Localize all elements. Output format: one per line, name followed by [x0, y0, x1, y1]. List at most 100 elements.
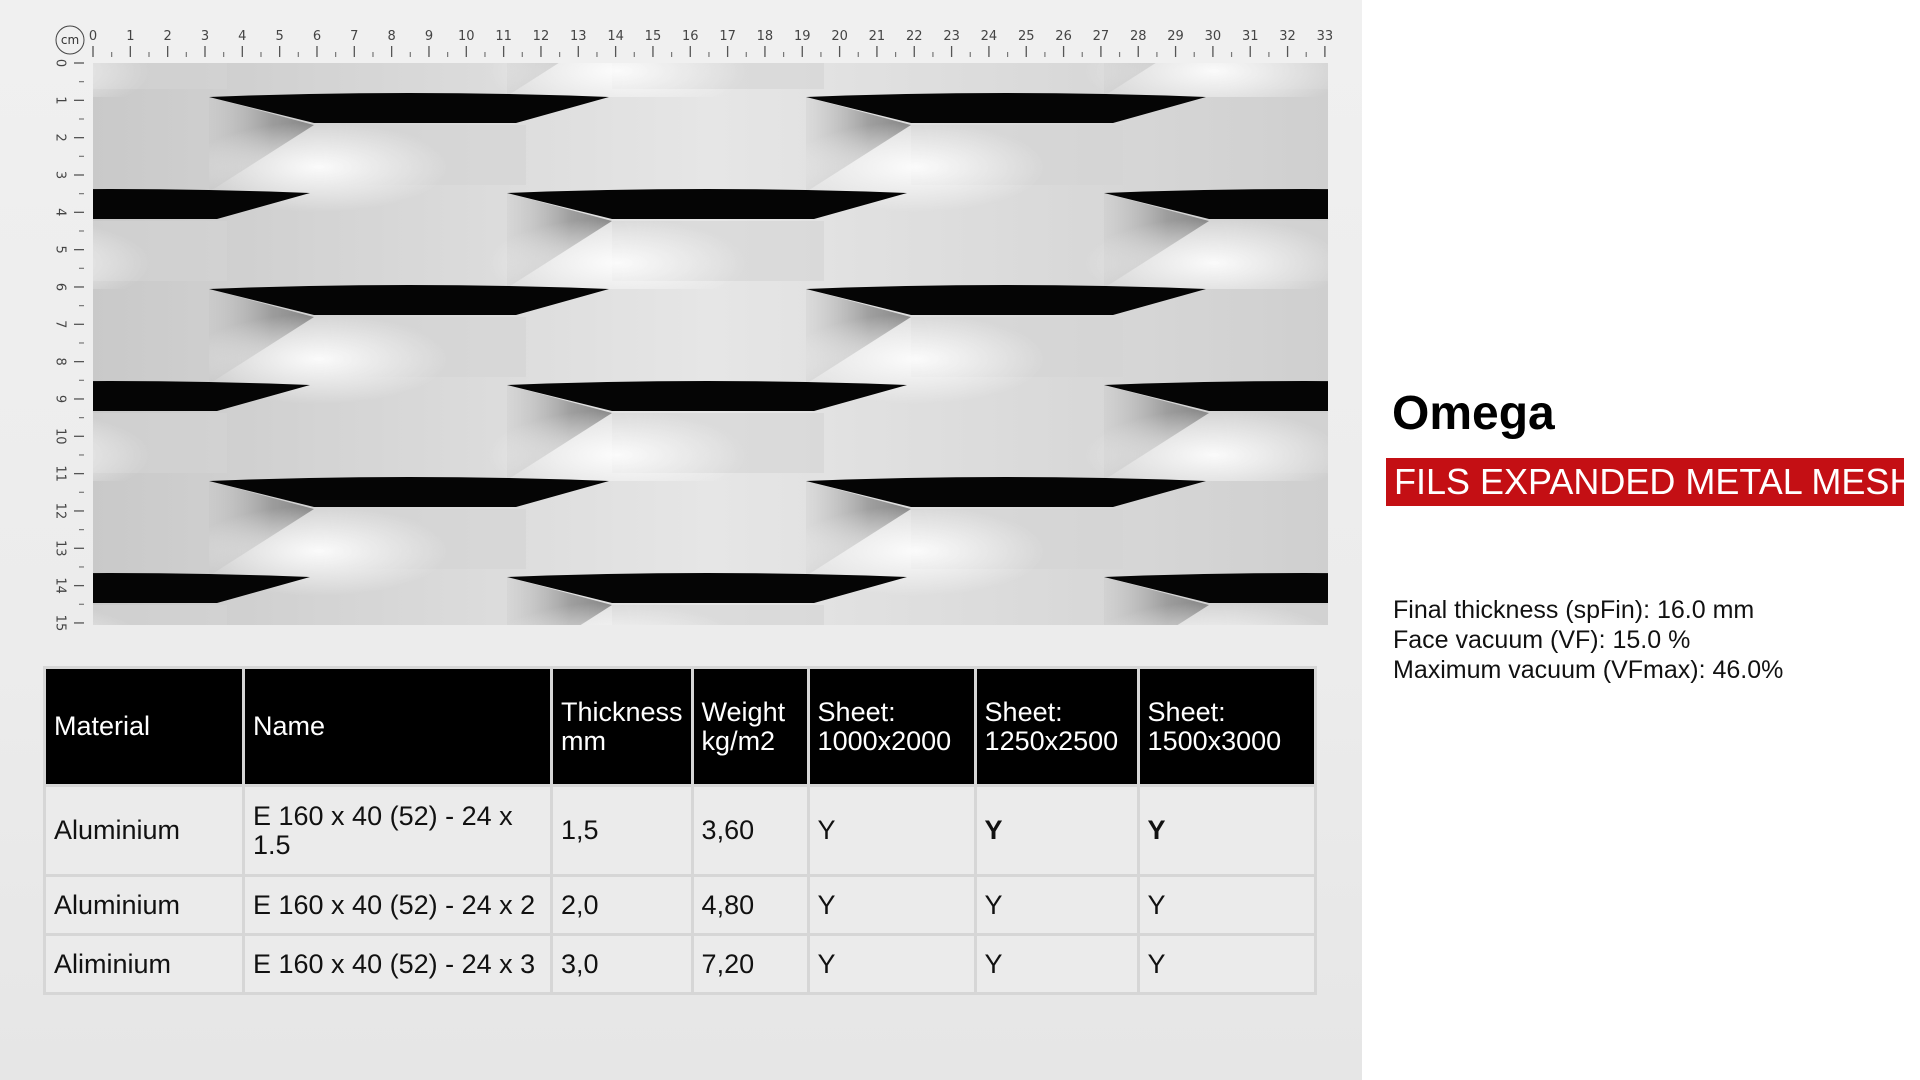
column-header-line: Sheet:	[984, 696, 1063, 727]
ruler-h-label: 25	[1018, 29, 1035, 44]
ruler-h-label: 23	[943, 29, 960, 44]
ruler-h-label: 26	[1055, 29, 1072, 44]
ruler-unit-badge	[55, 25, 85, 55]
table-header-row: Material Name Thickness mm Weight kg/m2 Sheet:…	[43, 666, 1317, 787]
spec-final-thickness: Final thickness (spFin): 16.0 mm	[1393, 596, 1755, 624]
ruler-h-label: 13	[570, 29, 587, 44]
ruler-h-label: 16	[682, 29, 699, 44]
ruler-h-label: 21	[869, 29, 886, 44]
cell-s1: Y	[806, 874, 977, 936]
table-row: Aliminium E 160 x 40 (52) - 24 x 3 3,0 7,20…	[43, 933, 1317, 995]
ruler-h-label: 11	[495, 29, 512, 44]
ruler-v-label: 10	[53, 428, 68, 445]
spec-maximum-vacuum: Maximum vacuum (VFmax): 46.0%	[1393, 656, 1784, 684]
cell-s1: Y	[806, 784, 977, 877]
ruler-h-label: 4	[238, 29, 246, 44]
product-category-badge: FILS EXPANDED METAL MESH	[1386, 458, 1915, 506]
column-header: Thickness mm	[550, 666, 694, 787]
column-header-line: Sheet:	[1147, 696, 1226, 727]
ruler-h-label: 28	[1130, 29, 1147, 44]
ruler-h-label: 12	[533, 29, 550, 44]
ruler-h-label: 10	[458, 29, 475, 44]
ruler-v-label: 11	[53, 465, 68, 482]
table-row: Aluminium E 160 x 40 (52) - 24 x 2 2,0 4,80…	[43, 874, 1317, 936]
spec-face-vacuum: Face vacuum (VF): 15.0 %	[1393, 626, 1691, 654]
cell-name: E 160 x 40 (52) - 24 x 3	[242, 933, 553, 995]
ruler-v-label: 3	[53, 171, 68, 179]
ruler-h-label: 24	[981, 29, 998, 44]
cell-s1: Y	[806, 933, 977, 995]
column-header: Name	[242, 666, 553, 787]
column-header-line: Weight	[701, 696, 786, 727]
product-table: Material Name Thickness mm Weight kg/m2 Sheet:…	[43, 666, 1317, 995]
ruler-v-label: 0	[53, 59, 68, 67]
ruler-h-label: 33	[1317, 29, 1334, 44]
column-header-line: 1000x2000	[817, 725, 952, 756]
column-header: Sheet: 1000x2000	[806, 666, 977, 787]
column-header-line: Thickness	[561, 696, 683, 727]
cell-s3: Y	[1136, 874, 1317, 936]
ruler-v-label: 1	[53, 96, 68, 104]
ruler-h-label: 19	[794, 29, 811, 44]
ruler-unit: cm	[61, 33, 79, 47]
cell-s2: Y	[973, 784, 1140, 877]
ruler-v-label: 9	[53, 395, 68, 403]
ruler-v-label: 8	[53, 357, 68, 365]
ruler-v-label: 5	[53, 246, 68, 254]
ruler-h-label: 15	[645, 29, 662, 44]
ruler-h-label: 2	[164, 29, 172, 44]
ruler-h-label: 3	[201, 29, 209, 44]
column-header-line: kg/m2	[701, 725, 776, 756]
cell-s2: Y	[973, 874, 1140, 936]
ruler-h-label: 5	[276, 29, 284, 44]
ruler-v-label: 2	[53, 134, 68, 142]
ruler-h-label: 9	[425, 29, 433, 44]
cell-name: E 160 x 40 (52) - 24 x 1.5	[242, 784, 553, 877]
cell-s3: Y	[1136, 933, 1317, 995]
ruler-v-label: 13	[53, 540, 68, 557]
cell-material: Aluminium	[43, 874, 245, 936]
cell-thickness: 1,5	[550, 784, 694, 877]
column-header-line: Sheet:	[817, 696, 896, 727]
ruler: cm 0 1 2 3 4 5 6 7 8 9 10 11 12 13 14 15 16 17 18 19 20 21 22 23…	[53, 25, 1334, 632]
ruler-h-label: 29	[1167, 29, 1184, 44]
cell-name: E 160 x 40 (52) - 24 x 2	[242, 874, 553, 936]
column-header: Sheet: 1500x3000	[1136, 666, 1317, 787]
product-title: Omega	[1392, 387, 1555, 440]
product-specs: Final thickness (spFin): 16.0 mm Face va…	[1393, 595, 1783, 685]
ruler-h-label: 18	[757, 29, 774, 44]
column-header-line: mm	[561, 725, 606, 756]
cell-weight: 4,80	[690, 874, 810, 936]
cell-thickness: 2,0	[550, 874, 694, 936]
ruler-h-label: 1	[126, 29, 134, 44]
ruler-h-label: 22	[906, 29, 923, 44]
ruler-v-label: 7	[53, 320, 68, 328]
ruler-h-label: 14	[607, 29, 624, 44]
column-header: Material	[43, 666, 245, 787]
cell-material: Aluminium	[43, 784, 245, 877]
cell-thickness: 3,0	[550, 933, 694, 995]
ruler-v-label: 15	[53, 615, 68, 632]
ruler-v-label: 4	[53, 208, 68, 216]
ruler-h-label: 32	[1279, 29, 1296, 44]
ruler-v-label: 6	[53, 283, 68, 291]
ruler-v-label: 12	[53, 503, 68, 520]
column-header-line: Name	[253, 711, 326, 741]
column-header-line: Material	[54, 711, 151, 741]
cell-s2: Y	[973, 933, 1140, 995]
ruler-h-label: 30	[1205, 29, 1222, 44]
ruler-h-label: 20	[831, 29, 848, 44]
product-image-panel: cm 0 1 2 3 4 5 6 7 8 9 10 11 12 13 14 15 16 17 18 19 20 21 22 23…	[0, 0, 1362, 1080]
ruler-h-label: 7	[350, 29, 358, 44]
column-header-line: 1250x2500	[984, 725, 1119, 756]
ruler-h-label: 31	[1242, 29, 1259, 44]
cell-weight: 3,60	[690, 784, 810, 877]
cell-material: Aliminium	[43, 933, 245, 995]
cell-s3: Y	[1136, 784, 1317, 877]
cell-weight: 7,20	[690, 933, 810, 995]
column-header-line: 1500x3000	[1147, 725, 1282, 756]
ruler-h-label: 27	[1093, 29, 1110, 44]
ruler-v-label: 14	[53, 577, 68, 594]
table-row: Aluminium E 160 x 40 (52) - 24 x 1.5 1,5 3,…	[43, 784, 1317, 877]
column-header: Sheet: 1250x2500	[973, 666, 1140, 787]
